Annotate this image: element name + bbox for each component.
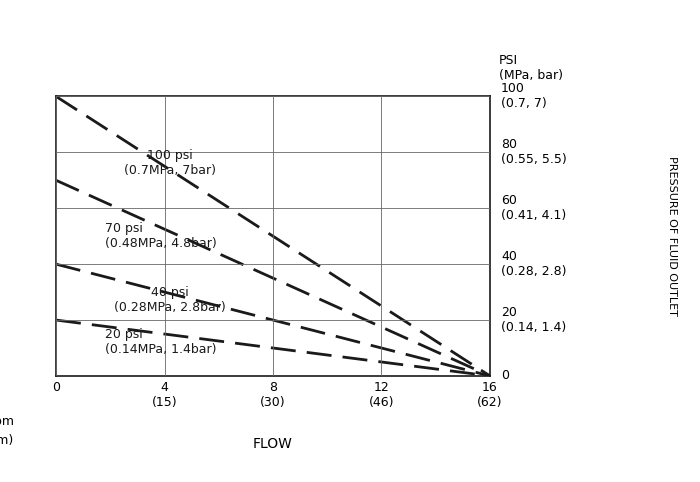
Text: 20
(0.14, 1.4): 20 (0.14, 1.4) [501,306,566,334]
Text: 40
(0.28, 2.8): 40 (0.28, 2.8) [501,250,566,278]
Text: gpm: gpm [0,415,14,428]
Text: (lpm): (lpm) [0,434,14,447]
Text: 60
(0.41, 4.1): 60 (0.41, 4.1) [501,194,566,222]
Text: PRESSURE OF FLUID OUTLET: PRESSURE OF FLUID OUTLET [667,156,678,316]
Text: 80
(0.55, 5.5): 80 (0.55, 5.5) [501,138,567,166]
Text: PSI
(MPa, bar): PSI (MPa, bar) [498,54,563,82]
Text: FLOW: FLOW [253,438,293,452]
Text: 70 psi
(0.48MPa, 4.8bar): 70 psi (0.48MPa, 4.8bar) [105,222,216,250]
Text: 100 psi
(0.7MPa, 7bar): 100 psi (0.7MPa, 7bar) [124,149,216,177]
Text: 100
(0.7, 7): 100 (0.7, 7) [501,82,547,110]
Text: 0: 0 [501,370,509,382]
Text: 40 psi
(0.28MPa, 2.8bar): 40 psi (0.28MPa, 2.8bar) [114,286,226,314]
Text: 20 psi
(0.14MPa, 1.4bar): 20 psi (0.14MPa, 1.4bar) [105,328,216,356]
